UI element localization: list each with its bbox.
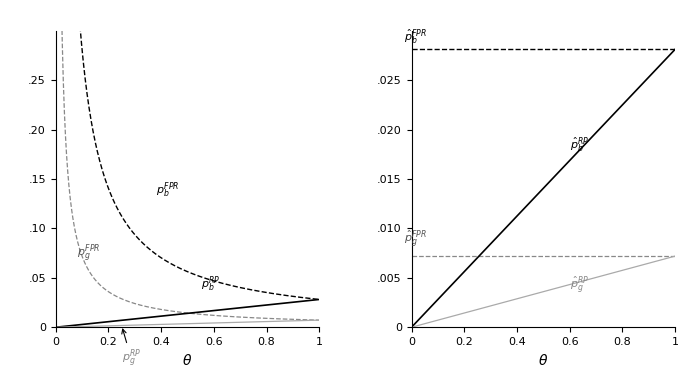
Text: $\hat{p}_g^{FPR}$: $\hat{p}_g^{FPR}$ bbox=[404, 228, 427, 250]
X-axis label: $\theta$: $\theta$ bbox=[182, 353, 193, 368]
Text: $p_g^{RP}$: $p_g^{RP}$ bbox=[122, 329, 141, 370]
Text: $\hat{p}_g^{RP}$: $\hat{p}_g^{RP}$ bbox=[570, 274, 589, 296]
Text: $p_b^{FPR}$: $p_b^{FPR}$ bbox=[156, 181, 180, 200]
Text: $\hat{p}_b^{FPR}$: $\hat{p}_b^{FPR}$ bbox=[404, 28, 427, 47]
Text: $\hat{p}_b^{RP}$: $\hat{p}_b^{RP}$ bbox=[570, 136, 589, 155]
Text: $p_b^{RP}$: $p_b^{RP}$ bbox=[200, 275, 221, 294]
Text: $p_g^{FPR}$: $p_g^{FPR}$ bbox=[77, 242, 100, 264]
X-axis label: $\theta$: $\theta$ bbox=[538, 353, 548, 368]
